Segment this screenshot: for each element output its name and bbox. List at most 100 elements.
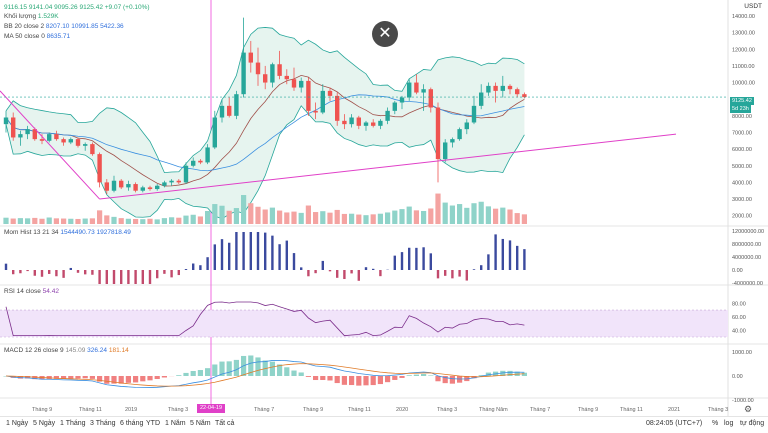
auto-toggle[interactable]: tự động [740,420,764,427]
candle-body [119,181,123,188]
time-axis-label: 2019 [125,407,137,413]
candle-body [306,81,310,111]
volume-bar [54,218,59,224]
mom-bar [444,270,446,276]
volume-bar [11,219,16,224]
timeframe-1m[interactable]: 1 Tháng [60,420,86,427]
mom-bar [350,270,352,273]
mom-tick-label: 8000000.00 [732,242,761,248]
price-tick-label: 3000.00 [732,197,752,203]
candle-body [256,63,260,75]
volume-bar [90,218,95,224]
macd-tick-label: 1000.00 [732,350,752,356]
macd-hist-bar [191,371,196,376]
mom-bar [523,249,525,270]
mom-bar [19,270,21,273]
mom-bar [437,270,439,278]
volume-bar [320,211,325,224]
volume-label: Khối lượng [4,13,36,20]
volume-bar [464,208,469,224]
macd-hist-bar [399,376,404,378]
time-axis-label: Tháng 9 [32,407,52,413]
mom-bar [62,270,64,278]
volume-bar [270,208,275,224]
timeframe-ytd[interactable]: YTD [146,420,160,427]
mom-bar [34,270,36,276]
timeframe-1y[interactable]: 1 Năm [165,420,186,427]
macd-hist-bar [291,371,296,376]
mom-bar [228,243,230,270]
time-axis-label: 2021 [668,407,680,413]
macd-hist-bar [349,376,354,385]
volume-bar [414,210,419,224]
close-icon: ✕ [378,25,391,42]
currency-label[interactable]: USDT [744,3,762,10]
macd-hist-bar [155,376,160,379]
volume-bar [248,203,253,224]
volume-bar [313,212,318,224]
volume-bar [342,214,347,224]
macd-hist-bar [68,376,73,378]
time-axis-label: Tháng 11 [620,407,643,413]
volume-bar [457,204,462,224]
candle-body [407,83,411,98]
candle-body [61,139,65,142]
mom-bar [127,270,129,284]
mom-bar [5,264,7,270]
mom-bar [300,267,302,270]
time-axis-label: Tháng 9 [303,407,323,413]
volume-bar [169,217,174,224]
mom-bar [26,270,28,271]
last-price-tag: 9125.42 [730,97,754,105]
macd-hist-bar [327,376,332,380]
volume-bar [205,211,210,224]
timeframe-all[interactable]: Tất cả [215,420,234,427]
mom-bar [120,270,122,284]
log-toggle[interactable]: log [724,420,733,427]
mom-tick-label: 12000000.00 [732,229,764,235]
macd-hist-value: 145.09 [65,347,85,354]
candle-body [335,96,339,121]
candle-body [184,166,188,183]
timeframe-5d[interactable]: 5 Ngày [33,420,55,427]
mom-bar [286,241,288,270]
time-axis-label: Tháng 3 [168,407,188,413]
volume-bar [176,218,181,224]
volume-bar [47,217,52,224]
mom-bar [516,246,518,270]
macd-tick-label: 0.00 [732,374,743,380]
mom-bar [458,270,460,277]
settings-gear-icon[interactable]: ⚙ [744,404,752,415]
timeframe-5y[interactable]: 5 Năm [190,420,211,427]
macd-hist-bar [435,376,440,381]
volume-bar [378,214,383,224]
timeframe-6m[interactable]: 6 tháng [120,420,143,427]
volume-bar [219,206,224,224]
candle-body [443,142,447,159]
volume-bar [133,219,138,224]
candle-body [378,121,382,126]
volume-bar [327,213,332,224]
mom-bar [322,261,324,270]
mom-bar [422,247,424,270]
mom-bar [314,270,316,273]
mom-bar [77,270,79,273]
price-tick-label: 11000.00 [732,64,755,70]
close-button[interactable]: ✕ [372,21,398,47]
timeframe-3m[interactable]: 3 Tháng [90,420,116,427]
bb-basis: 8207.10 [46,23,70,30]
mom-bar [149,270,151,284]
volume-bar [363,215,368,224]
mom-bar [401,252,403,270]
volume-bar [291,212,296,224]
rsi-tick-label: 40.00 [732,328,746,334]
time-axis-label: 2020 [396,407,408,413]
percent-toggle[interactable]: % [712,420,718,427]
mom-bar [494,234,496,270]
mom-bar [163,270,165,274]
volume-bar [111,217,116,224]
volume-bar [212,204,217,224]
macd-hist-bar [75,376,80,379]
timeframe-1d[interactable]: 1 Ngày [6,420,28,427]
